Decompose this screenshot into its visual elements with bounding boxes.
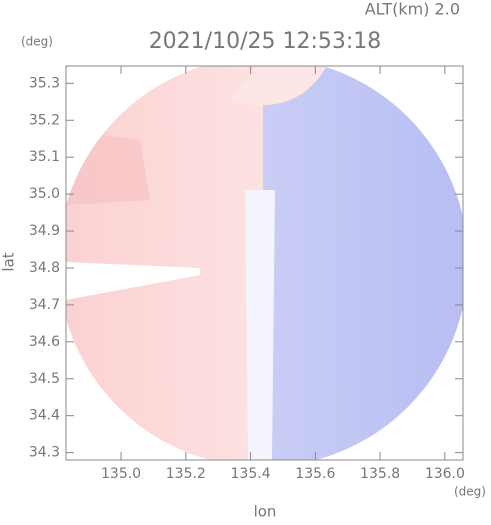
x-unit: (deg) bbox=[454, 485, 486, 499]
y-tick-label: 35.3 bbox=[29, 75, 60, 91]
y-tick-label: 35.1 bbox=[29, 149, 60, 165]
x-tick-label: 135.6 bbox=[295, 466, 335, 482]
x-tick-label: 136.0 bbox=[425, 466, 465, 482]
x-tick-label: 135.2 bbox=[166, 466, 206, 482]
y-axis-label: lat bbox=[0, 252, 18, 271]
y-tick-label: 35.2 bbox=[29, 112, 60, 128]
y-tick-label: 34.5 bbox=[29, 371, 60, 387]
y-tick-label: 34.6 bbox=[29, 334, 60, 350]
y-tick-label: 34.7 bbox=[29, 297, 60, 313]
x-tick-label: 135.0 bbox=[101, 466, 141, 482]
y-tick-label: 34.9 bbox=[29, 223, 60, 239]
y-unit: (deg) bbox=[21, 35, 53, 49]
y-tick-label: 35.0 bbox=[29, 186, 60, 202]
y-tick-label: 34.8 bbox=[29, 260, 60, 276]
plot-frame bbox=[65, 65, 464, 461]
x-tick-label: 135.8 bbox=[360, 466, 400, 482]
y-tick-label: 34.4 bbox=[29, 408, 60, 424]
y-tick-label: 34.3 bbox=[29, 445, 60, 461]
x-tick-label: 135.4 bbox=[231, 466, 271, 482]
x-axis-label: lon bbox=[254, 503, 277, 521]
chart-title: 2021/10/25 12:53:18 bbox=[149, 29, 382, 54]
altitude: ALT(km) 2.0 bbox=[365, 0, 460, 19]
